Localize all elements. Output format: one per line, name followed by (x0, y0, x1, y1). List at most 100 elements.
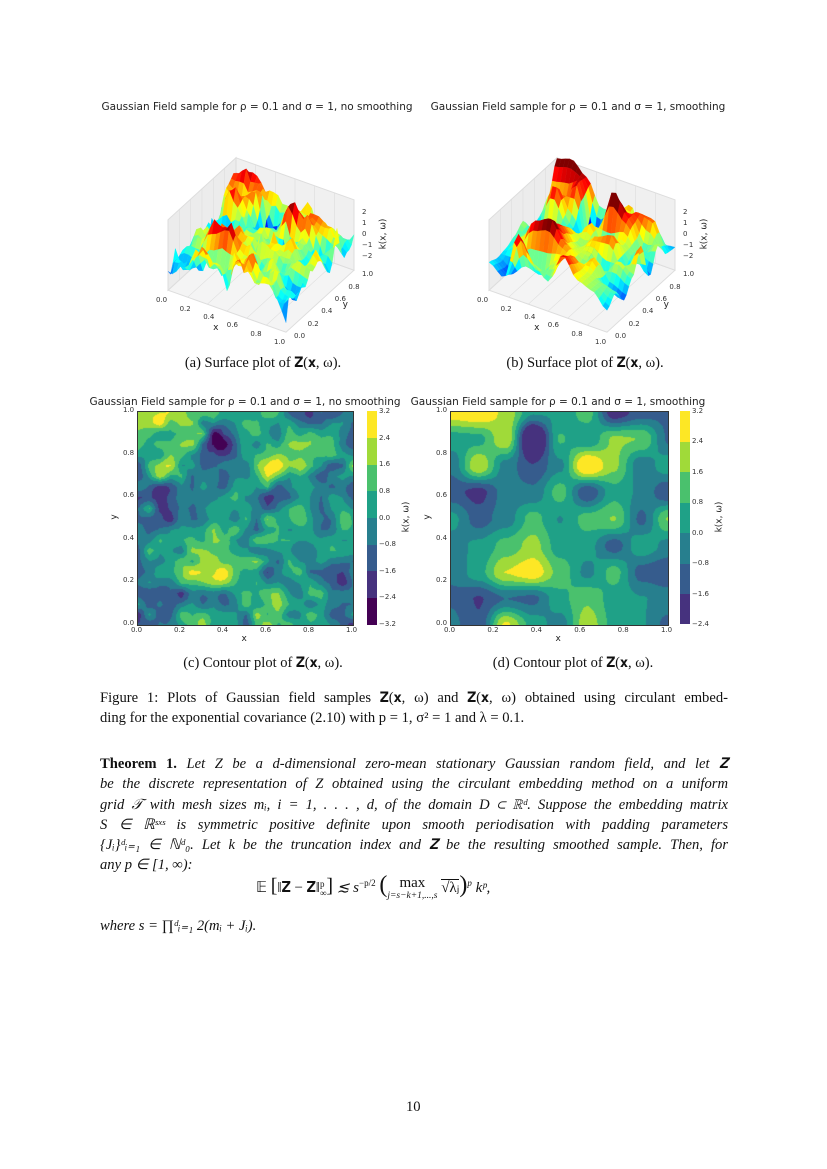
x-tick-label: 0.2 (487, 626, 499, 634)
x-tick-label: 0.8 (617, 626, 629, 634)
colorbar-tick-label: −3.2 (379, 620, 396, 628)
page-number: 10 (406, 1099, 421, 1115)
colorbar-tick-label: 0.0 (379, 513, 391, 522)
colorbar-segment (680, 502, 690, 534)
expectation-symbol: 𝔼 (256, 880, 267, 896)
subcaption-c-label: (c) Contour plot of (183, 655, 296, 671)
colorbar-tick-label: 1.6 (692, 467, 704, 476)
contour-plot-d-title: Gaussian Field sample for ρ = 0.1 and σ … (410, 396, 706, 408)
x-tick-label: 1.0 (661, 626, 673, 634)
y-axis-label: y (663, 300, 669, 311)
subcaption-c: (c) Contour plot of 𝐙(𝐱, ω). (183, 655, 343, 672)
figure-caption-line: ding for the exponential covariance (2.1… (100, 710, 525, 727)
surface-facet (281, 299, 289, 323)
theorem-heading: Theorem 1. (100, 756, 177, 772)
colorbar-segment (367, 437, 377, 465)
x-tick-label: 0.6 (260, 626, 272, 634)
y-tick-label: 0.8 (436, 448, 448, 457)
norm-expression: ‖𝐙 − 𝐙̃‖ (277, 880, 320, 896)
theorem-line: {Jᵢ}ᵈᵢ₌₁ ∈ ℕᵈ₀. Let k be the truncation … (100, 837, 728, 854)
theorem-equation: 𝔼 [‖𝐙 − 𝐙̃‖ p ∞] ≲ s−p/2 (max j=s−k+1,...,s… (256, 872, 491, 901)
surface-facet (602, 301, 610, 311)
colorbar-tick-label: 1.6 (379, 460, 391, 469)
colorbar-segment (367, 490, 377, 518)
colorbar-tick-label: −0.8 (379, 540, 396, 549)
y-tick-label: 0.8 (123, 448, 135, 457)
surface-plots (167, 156, 676, 333)
z-tick-label: −1 (362, 241, 373, 249)
y-tick-label: 0.0 (294, 332, 306, 341)
subcaption-a-symbol: 𝐙(𝐱, ω). (294, 355, 342, 371)
x-axis-label: x (213, 323, 219, 334)
x-tick-label: 1.0 (595, 338, 607, 347)
y-tick-label: 0.0 (615, 332, 627, 341)
y-tick-label: 0.6 (655, 295, 667, 303)
subcaption-b: (b) Surface plot of 𝐙̃(𝐱, ω). (506, 355, 663, 372)
subcaption-b-symbol: 𝐙̃(𝐱, ω). (616, 355, 664, 371)
z-tick-label: −1 (683, 241, 694, 249)
x-tick-label: 0.2 (179, 304, 191, 313)
z-tick-label: 2 (683, 208, 688, 216)
y-tick-label: 0.2 (628, 319, 640, 328)
contour-plot-d (450, 411, 669, 626)
colorbar-segment (367, 544, 377, 572)
y-tick-label: 0.2 (123, 576, 135, 585)
colorbar-segment (680, 411, 690, 442)
y-tick-label: 0.2 (436, 576, 448, 585)
colorbar-segment (680, 593, 690, 625)
theorem-line: Let Z be a d-dimensional zero-mean stati… (176, 756, 729, 772)
y-tick-label: 1.0 (683, 270, 695, 279)
colorbar-segment (367, 517, 377, 545)
x-axis-label: x (241, 634, 247, 644)
z-tick-label: −2 (362, 252, 373, 260)
colorbar-tick-label: 3.2 (379, 407, 391, 415)
x-tick-label: 1.0 (274, 338, 286, 347)
x-tick-label: 0.4 (524, 313, 536, 321)
y-axis-label: y (342, 300, 348, 311)
power: p (467, 878, 472, 888)
x-tick-label: 0.0 (477, 296, 489, 305)
x-tick-label: 0.6 (574, 626, 586, 634)
z-axis-label: k(x, ω) (378, 218, 389, 250)
y-axis-label: y (422, 513, 433, 520)
y-tick-label: 0.6 (123, 491, 135, 500)
x-tick-label: 0.0 (156, 296, 168, 305)
colorbar-segment (367, 597, 377, 625)
k-power: kᵖ, (475, 880, 491, 896)
colorbar-tick-label: 3.2 (692, 407, 704, 415)
x-tick-label: 0.6 (547, 321, 559, 330)
x-tick-label: 1.0 (346, 626, 358, 634)
x-tick-label: 0.4 (203, 313, 215, 321)
colorbar-tick-label: 0.0 (692, 528, 704, 537)
y-tick-label: 0.2 (307, 319, 319, 328)
colorbar-segment (680, 471, 690, 503)
theorem-where-clause: where s = ∏ᵈᵢ₌₁ 2(mᵢ + Jᵢ). (100, 918, 257, 934)
colorbar-tick-label: −1.6 (692, 589, 709, 598)
y-tick-label: 0.0 (436, 619, 448, 627)
x-tick-label: 0.2 (500, 304, 512, 313)
x-tick-label: 0.0 (131, 626, 143, 634)
figure-caption-line: Figure 1: Plots of Gaussian field sample… (100, 690, 728, 706)
theorem-block: Theorem 1. Let Z be a d-dimensional zero… (100, 754, 728, 876)
grid-line (266, 262, 335, 326)
subcaption-d-label: (d) Contour plot of (492, 655, 607, 671)
colorbar-tick-label: −1.6 (379, 566, 396, 575)
x-tick-label: 0.6 (226, 321, 238, 330)
x-tick-label: 0.8 (250, 329, 262, 338)
z-tick-label: −2 (683, 252, 694, 260)
contour-plot-c (137, 411, 354, 626)
colorbar-tick-label: −2.4 (692, 620, 709, 628)
colorbar-segment (367, 570, 377, 598)
norm-power: p (320, 878, 325, 889)
subcaption-c-symbol: 𝐙(𝐱, ω). (295, 655, 343, 671)
y-tick-label: 0.4 (642, 307, 654, 316)
y-tick-label: 0.4 (321, 307, 333, 316)
x-tick-label: 0.8 (303, 626, 315, 634)
y-tick-label: 1.0 (436, 406, 448, 414)
colorbar-segment (680, 441, 690, 473)
x-tick-label: 0.4 (530, 626, 542, 634)
colorbar-tick-label: 0.8 (692, 498, 704, 507)
y-tick-label: 0.8 (669, 282, 681, 291)
x-tick-label: 0.0 (444, 626, 456, 634)
